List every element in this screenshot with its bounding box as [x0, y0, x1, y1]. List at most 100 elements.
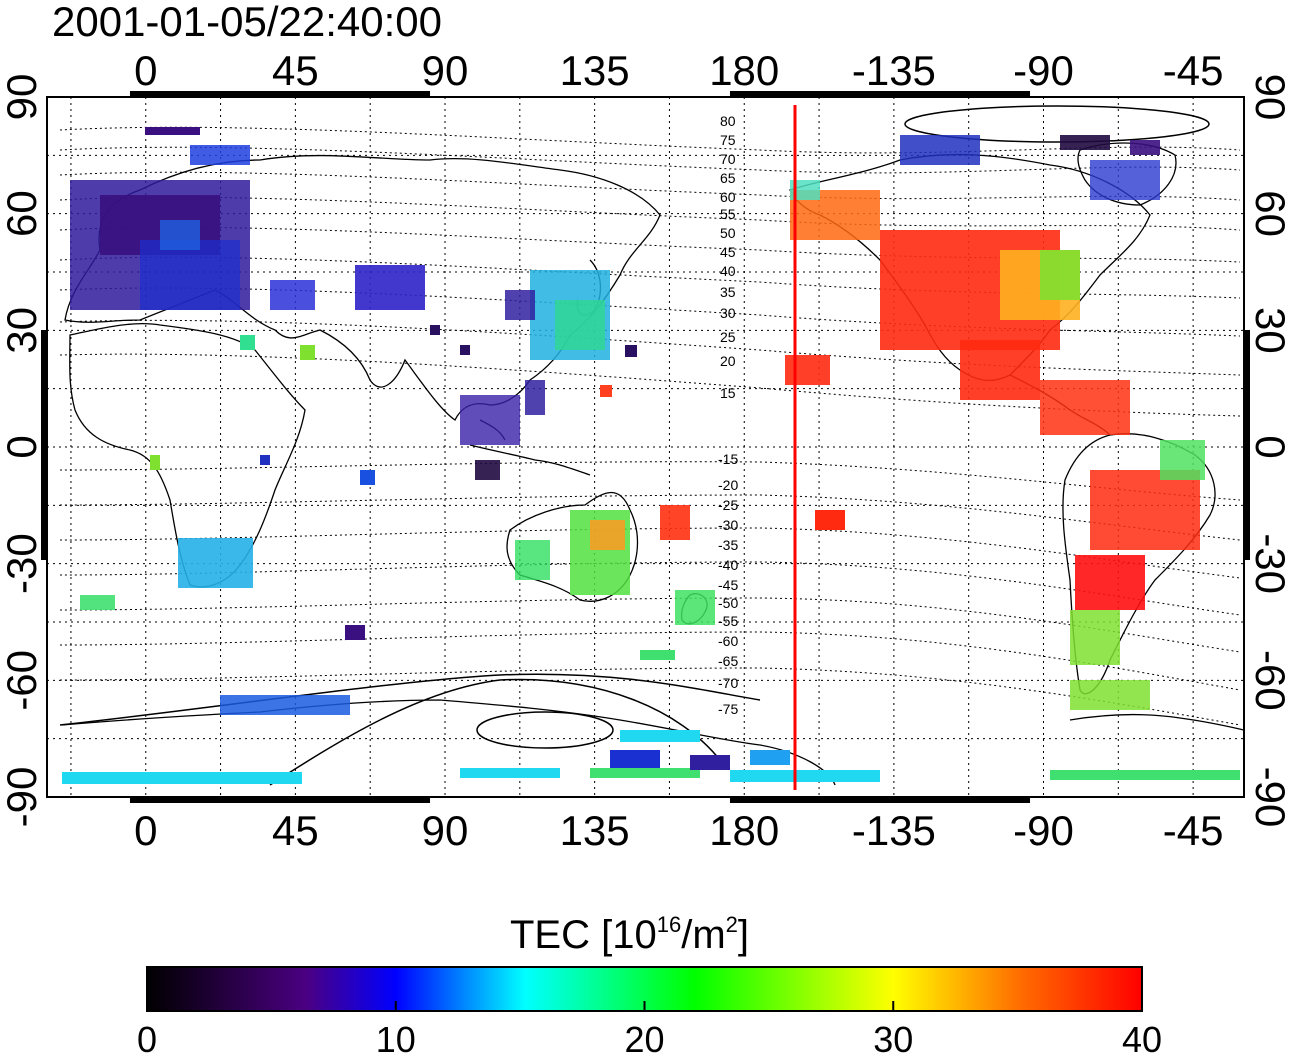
- colorbar-tick-label: 30: [873, 1019, 913, 1057]
- tec-europe: [70, 180, 250, 310]
- lat-tick-left-label: 30: [0, 307, 45, 354]
- tec-north-america: [785, 180, 1130, 435]
- lon-tick-top-label: 90: [422, 47, 469, 94]
- contour-north-7: [59, 287, 1241, 337]
- lat-tick-left-label: 60: [0, 190, 45, 237]
- lat-axis-left: 90 60 30 0 -30 -60 -90: [0, 74, 45, 828]
- lon-tick-top-label: 45: [272, 47, 319, 94]
- contour-north-2: [59, 146, 1241, 174]
- contour-label-south: -75: [718, 701, 738, 717]
- contour-pole-north: [904, 105, 1210, 143]
- contour-north-4: [59, 196, 1241, 231]
- contour-label-south: -35: [718, 537, 738, 553]
- lat-tick-right-label: 30: [1247, 307, 1292, 354]
- lon-tick-top-label: 0: [134, 47, 157, 94]
- lat-tick-left-label: -90: [0, 767, 45, 828]
- contour-label-north: 70: [720, 151, 736, 167]
- lat-tick-right-label: -90: [1247, 767, 1292, 828]
- contour-label-north: 55: [720, 206, 736, 222]
- lon-tick-top-label: -135: [852, 47, 936, 94]
- lat-tick-right-label: -30: [1247, 533, 1292, 594]
- contour-label-south: -70: [718, 675, 738, 691]
- map-title: 2001-01-05/22:40:00: [52, 0, 442, 45]
- contour-label-south: -30: [718, 517, 738, 533]
- contour-label-north: 65: [720, 170, 736, 186]
- lon-tick-top-label: 180: [709, 47, 779, 94]
- colorbar-title: TEC [1016/m2]: [510, 912, 749, 957]
- contour-label-north: 20: [720, 353, 736, 369]
- lat-axis-right: 90 60 30 0 -30 -60 -90: [1247, 74, 1292, 828]
- lat-tick-right-label: 0: [1247, 435, 1292, 458]
- lat-tick-left-label: -30: [0, 533, 45, 594]
- contour-label-south: -55: [718, 613, 738, 629]
- lon-tick-bottom-label: 180: [709, 807, 779, 854]
- contour-label-south: -50: [718, 595, 738, 611]
- lon-tick-bottom-label: -90: [1013, 807, 1074, 854]
- coast-antarctica: [61, 699, 1244, 786]
- tec-south-africa: [80, 538, 253, 610]
- contour-label-north: 30: [720, 305, 736, 321]
- frame-band-right: [1244, 330, 1250, 560]
- frame-band-bottom-2: [730, 797, 1030, 803]
- contour-south-1: [59, 461, 1241, 501]
- tec-scattered: [150, 325, 845, 660]
- contour-pole-south: [476, 711, 614, 749]
- colorbar-tick-label: 20: [624, 1019, 664, 1057]
- contour-south-solid-1: [59, 673, 761, 726]
- tec-observations: [62, 127, 1240, 784]
- tec-antarctic: [62, 680, 1240, 784]
- contour-label-south: -60: [718, 633, 738, 649]
- contour-label-south: -25: [718, 497, 738, 513]
- frame-band-left: [41, 330, 47, 560]
- lon-tick-bottom-label: 45: [272, 807, 319, 854]
- colorbar: TEC [1016/m2] 0 10 20 30 40: [137, 912, 1162, 1057]
- tec-central-asia: [270, 265, 425, 310]
- lon-axis-top: 0 45 90 135 180 -135 -90 -45: [134, 47, 1223, 94]
- lon-tick-bottom-label: 0: [134, 807, 157, 854]
- contour-label-south: -45: [718, 577, 738, 593]
- contour-label-north: 15: [720, 385, 736, 401]
- contour-label-north: 50: [720, 225, 736, 241]
- lon-tick-top-label: 135: [560, 47, 630, 94]
- contour-north-5: [59, 226, 1241, 263]
- colorbar-tick-label: 10: [376, 1019, 416, 1057]
- contour-label-south: -40: [718, 557, 738, 573]
- tec-australia: [515, 505, 715, 625]
- lat-tick-right-label: -60: [1247, 650, 1292, 711]
- contour-label-north: 75: [720, 132, 736, 148]
- contour-south-2: [59, 494, 1241, 541]
- lon-axis-bottom: 0 45 90 135 180 -135 -90 -45: [134, 807, 1223, 854]
- contour-label-north: 80: [720, 113, 736, 129]
- contour-label-north: 60: [720, 189, 736, 205]
- colorbar-tick-label: 40: [1122, 1019, 1162, 1057]
- contour-label-north: 40: [720, 263, 736, 279]
- contour-north-8: [59, 319, 1241, 376]
- colorbar-tick-label: 0: [137, 1019, 157, 1057]
- lon-tick-bottom-label: -135: [852, 807, 936, 854]
- lat-tick-left-label: 0: [0, 435, 45, 458]
- lon-tick-bottom-label: 90: [422, 807, 469, 854]
- contour-label-south: -15: [718, 451, 738, 467]
- lon-tick-bottom-label: -45: [1163, 807, 1224, 854]
- tec-southeast-asia: [460, 380, 545, 480]
- contour-label-north: 35: [720, 284, 736, 300]
- lon-tick-top-label: -90: [1013, 47, 1074, 94]
- tec-south-america: [1070, 440, 1205, 665]
- lat-tick-right-label: 90: [1247, 74, 1292, 121]
- contour-label-south: -20: [718, 477, 738, 493]
- tec-east-asia: [505, 270, 610, 360]
- tec-arctic: [145, 127, 1160, 200]
- lat-tick-left-label: 90: [0, 74, 45, 121]
- lon-tick-bottom-label: 135: [560, 807, 630, 854]
- lon-tick-top-label: -45: [1163, 47, 1224, 94]
- contour-north-3: [59, 171, 1241, 201]
- frame-band-top-2: [730, 91, 1030, 97]
- contour-south-solid-2: [269, 678, 721, 786]
- frame-band-bottom-1: [130, 797, 430, 803]
- contour-label-south: -65: [718, 653, 738, 669]
- lat-tick-right-label: 60: [1247, 190, 1292, 237]
- contour-labels-south: -15 -20 -25 -30 -35 -40 -45 -50 -55 -60 -65 -70 -75: [718, 451, 738, 717]
